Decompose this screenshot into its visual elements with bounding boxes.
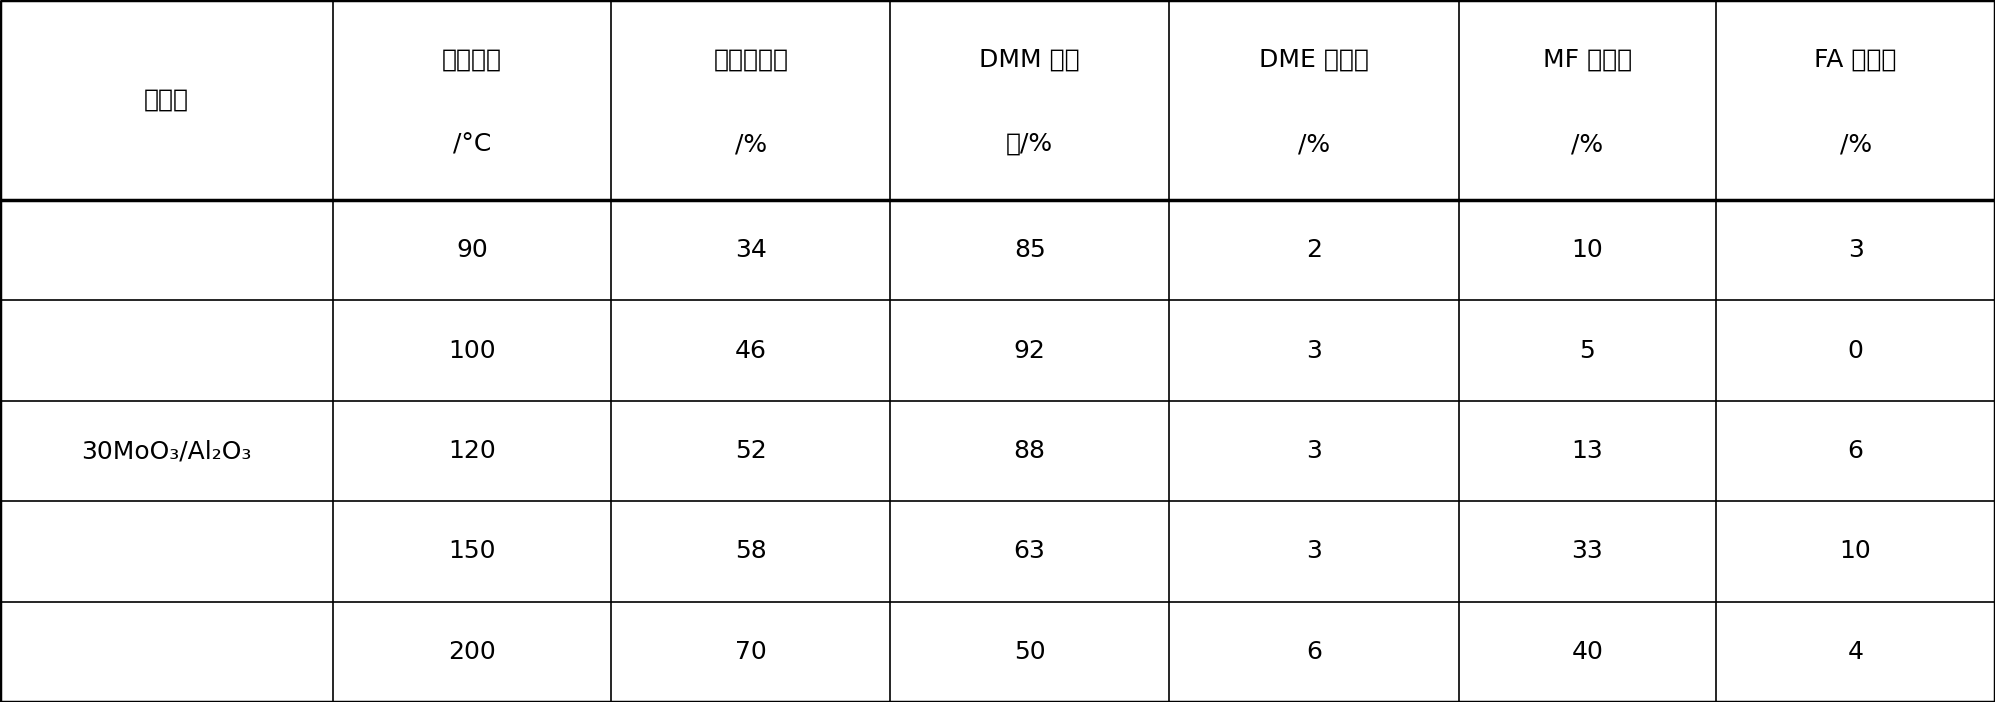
Text: 150: 150 (449, 539, 495, 564)
Text: FA 选择性: FA 选择性 (1813, 48, 1897, 72)
Text: 13: 13 (1572, 439, 1604, 463)
Text: /°C: /°C (453, 132, 491, 156)
Text: 0: 0 (1847, 338, 1863, 363)
Text: 70: 70 (734, 640, 766, 664)
Text: /%: /% (1299, 132, 1331, 156)
Text: 性/%: 性/% (1005, 132, 1053, 156)
Text: 120: 120 (449, 439, 497, 463)
Text: 3: 3 (1307, 539, 1323, 564)
Text: MF 选择性: MF 选择性 (1542, 48, 1632, 72)
Text: 92: 92 (1013, 338, 1045, 363)
Text: 200: 200 (449, 640, 497, 664)
Text: 33: 33 (1572, 539, 1604, 564)
Text: /%: /% (1839, 132, 1871, 156)
Text: 100: 100 (449, 338, 495, 363)
Text: 反应温度: 反应温度 (443, 48, 503, 72)
Text: 3: 3 (1307, 439, 1323, 463)
Text: 90: 90 (457, 238, 489, 263)
Text: 3: 3 (1307, 338, 1323, 363)
Text: 4: 4 (1847, 640, 1863, 664)
Text: 6: 6 (1307, 640, 1323, 664)
Text: 催化剂: 催化剂 (144, 88, 190, 112)
Text: 34: 34 (734, 238, 766, 263)
Text: 30MoO₃/Al₂O₃: 30MoO₃/Al₂O₃ (82, 439, 251, 463)
Text: 46: 46 (734, 338, 766, 363)
Text: 50: 50 (1013, 640, 1045, 664)
Text: /%: /% (734, 132, 766, 156)
Text: 10: 10 (1572, 238, 1604, 263)
Text: DME 选择性: DME 选择性 (1259, 48, 1369, 72)
Text: DMM 选择: DMM 选择 (980, 48, 1079, 72)
Text: 2: 2 (1307, 238, 1323, 263)
Text: 52: 52 (734, 439, 766, 463)
Text: 6: 6 (1847, 439, 1863, 463)
Text: 3: 3 (1847, 238, 1863, 263)
Text: 甲醇转化率: 甲醇转化率 (714, 48, 788, 72)
Text: /%: /% (1572, 132, 1604, 156)
Text: 88: 88 (1013, 439, 1045, 463)
Text: 85: 85 (1013, 238, 1045, 263)
Text: 58: 58 (734, 539, 766, 564)
Text: 63: 63 (1013, 539, 1045, 564)
Text: 5: 5 (1580, 338, 1596, 363)
Text: 40: 40 (1572, 640, 1604, 664)
Text: 10: 10 (1839, 539, 1871, 564)
